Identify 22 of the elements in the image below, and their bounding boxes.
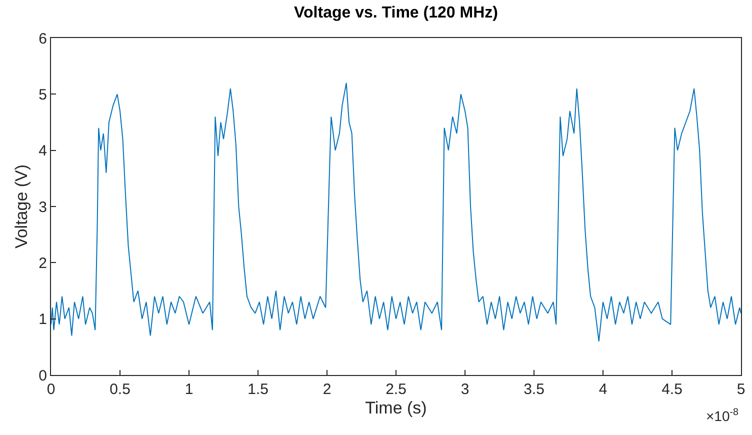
x-tick-label: 4 <box>598 381 608 398</box>
line-series <box>51 82 741 342</box>
x-tick-label: 0.5 <box>110 381 130 398</box>
x-tick-label: 2.5 <box>386 381 406 398</box>
chart-title: Voltage vs. Time (120 MHz) <box>294 4 498 22</box>
x-tick-label: 3 <box>460 381 470 398</box>
y-tick-label: 0 <box>38 367 47 384</box>
x-tick-label: 3.5 <box>524 381 544 398</box>
x-tick-label: 1.5 <box>248 381 268 398</box>
x-tick-label: 4.5 <box>662 381 682 398</box>
x-tick-label: 1 <box>184 381 194 398</box>
y-tick-label: 4 <box>38 142 47 160</box>
x-tick-label: 5 <box>736 381 746 398</box>
y-tick-label: 2 <box>38 254 47 272</box>
y-tick-label: 6 <box>38 30 47 48</box>
x-axis-title: Time (s) <box>365 398 427 418</box>
y-axis-title: Voltage (V) <box>12 164 32 249</box>
x-tick-label: 2 <box>322 381 332 398</box>
text: ×10$^{-8}$ <box>706 407 740 424</box>
y-tick-label: 3 <box>38 198 47 216</box>
y-tick-label: 1 <box>38 311 47 328</box>
y-tick-label: 5 <box>38 86 47 104</box>
